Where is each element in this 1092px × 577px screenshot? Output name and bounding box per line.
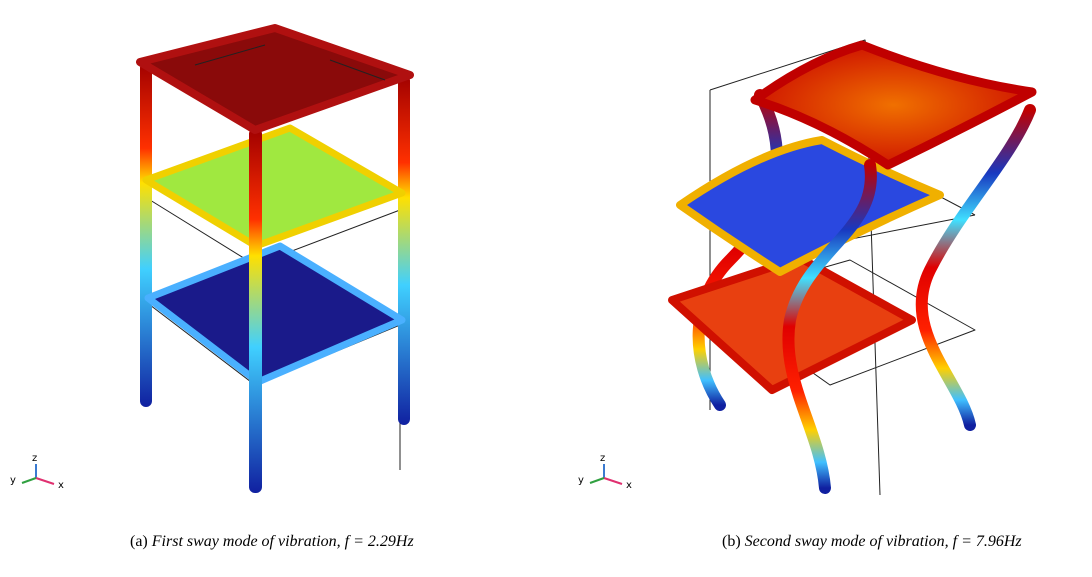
- caption-text: Second sway mode of vibration,: [745, 533, 949, 550]
- axis-triad-b: z x y: [578, 453, 632, 491]
- axis-label: y: [578, 475, 584, 486]
- figure-graphics: z x y z x y: [0, 0, 1092, 577]
- figure-page: z x y z x y (a) First sway mode of vibra…: [0, 0, 1092, 577]
- caption-label: (b): [722, 533, 741, 550]
- axis-triad-a: z x y: [10, 453, 64, 491]
- caption-text: First sway mode of vibration,: [152, 533, 341, 550]
- caption-label: (a): [130, 533, 148, 550]
- axis-label: x: [58, 480, 64, 491]
- caption-equation: f = 2.29Hz: [345, 533, 414, 550]
- structure-b: [672, 40, 1032, 495]
- caption: (b) Second sway mode of vibration, f = 7…: [722, 533, 1022, 551]
- axis-label: z: [32, 453, 37, 464]
- axis-label: y: [10, 475, 16, 486]
- axis-label: z: [600, 453, 605, 464]
- structure-a: [140, 28, 410, 493]
- caption-equation: f = 7.96Hz: [953, 533, 1022, 550]
- axis-label: x: [626, 480, 632, 491]
- caption: (a) First sway mode of vibration, f = 2.…: [130, 533, 414, 551]
